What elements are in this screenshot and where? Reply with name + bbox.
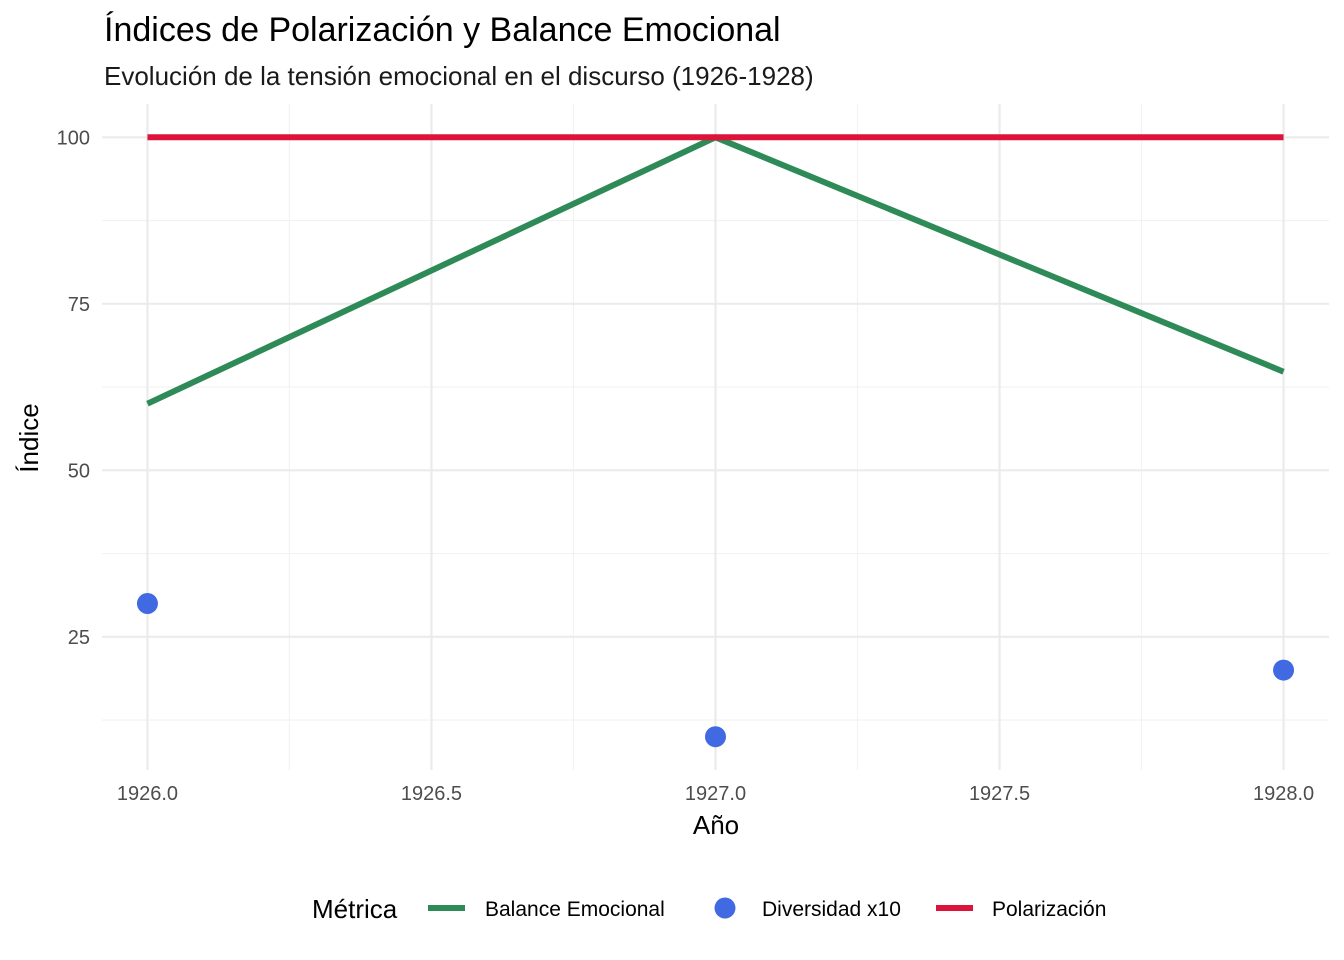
chart-title: Índices de Polarización y Balance Emocio… — [104, 11, 781, 49]
grid — [102, 104, 1329, 770]
legend: Métrica Balance Emocional Diversidad x10 P… — [312, 894, 1106, 924]
y-axis-title: Índice — [14, 403, 44, 472]
x-tick-label: 1928.0 — [1253, 783, 1314, 805]
legend-label-balance-emocional: Balance Emocional — [485, 898, 665, 921]
axis-ticks: 25 50 75 100 1926.0 1926.5 1927.0 1927.5 1928.0 — [57, 127, 1315, 805]
series-point-diversidad — [1273, 659, 1295, 681]
x-tick-label: 1927.0 — [685, 783, 746, 805]
y-tick-label: 75 — [68, 294, 90, 316]
legend-title: Métrica — [312, 894, 398, 924]
y-tick-label: 25 — [68, 627, 90, 649]
series-point-diversidad — [136, 593, 158, 614]
x-tick-label: 1927.5 — [969, 783, 1030, 805]
y-tick-label: 50 — [68, 460, 90, 482]
x-tick-label: 1926.0 — [117, 783, 178, 805]
series-point-diversidad — [705, 726, 726, 748]
legend-label-polarizacion: Polarización — [992, 898, 1106, 921]
y-tick-label: 100 — [57, 127, 90, 149]
x-axis-title: Año — [693, 810, 739, 840]
plot-series — [136, 134, 1295, 748]
x-tick-label: 1926.5 — [401, 783, 462, 805]
chart-subtitle: Evolución de la tensión emocional en el … — [104, 61, 814, 91]
legend-key-diversidad — [714, 897, 736, 919]
legend-label-diversidad: Diversidad x10 — [762, 898, 901, 921]
